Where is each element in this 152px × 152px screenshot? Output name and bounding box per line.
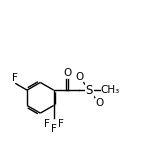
Text: F: F (58, 119, 64, 129)
Text: S: S (86, 84, 93, 97)
Text: F: F (44, 119, 50, 129)
Text: O: O (95, 98, 104, 108)
Text: O: O (63, 68, 71, 78)
Text: CH₃: CH₃ (101, 85, 120, 95)
Text: F: F (12, 73, 18, 83)
Text: F: F (51, 124, 57, 134)
Text: O: O (75, 72, 83, 82)
